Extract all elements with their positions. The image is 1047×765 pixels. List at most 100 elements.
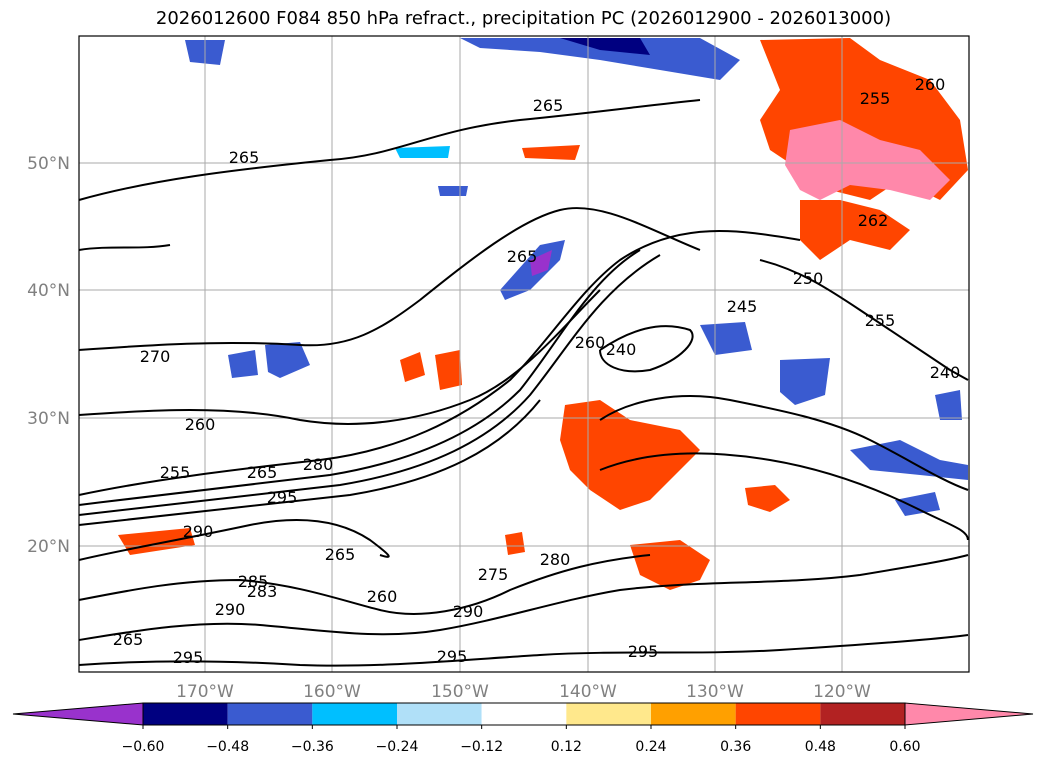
contour-label: 270 <box>140 347 171 366</box>
precip-negative-area <box>530 250 552 276</box>
longitude-label: 120°W <box>813 682 871 702</box>
colorbar-tick-label: 0.12 <box>551 739 582 755</box>
colorbar-outline <box>142 702 906 726</box>
contour-label: 265 <box>247 463 278 482</box>
contour-label: 250 <box>793 269 824 288</box>
contour-label: 265 <box>229 148 260 167</box>
colorbar-tick-label: −0.24 <box>376 739 419 755</box>
contour-line <box>78 519 390 561</box>
colorbar-tick-label: 0.60 <box>889 739 920 755</box>
precip-negative-area <box>895 492 940 516</box>
precip-negative-area <box>780 358 830 405</box>
latitude-label: 30°N <box>27 409 70 429</box>
contour-label: 280 <box>540 550 571 569</box>
contour-label: 255 <box>860 89 891 108</box>
longitude-label: 150°W <box>431 682 489 702</box>
contour-label: 290 <box>183 522 214 541</box>
colorbar-tick-label: −0.36 <box>291 739 334 755</box>
contour-label: 265 <box>325 545 356 564</box>
contour-label: 285 <box>238 572 269 591</box>
longitude-label: 140°W <box>559 682 617 702</box>
contour-line <box>759 259 969 381</box>
precip-negative-area <box>265 342 310 378</box>
precip-positive-area <box>630 540 710 590</box>
contour-label: 265 <box>507 247 538 266</box>
precip-negative-area <box>395 146 450 158</box>
map-frame <box>78 35 970 673</box>
precip-positive-area <box>522 145 580 160</box>
precip-positive-area <box>435 350 462 390</box>
contour-line <box>78 99 701 201</box>
colorbar-tick-label: −0.48 <box>206 739 249 755</box>
contour-label: 265 <box>113 630 144 649</box>
colorbar-segment <box>227 703 313 725</box>
contour-line <box>78 554 969 641</box>
contour-line <box>78 634 969 667</box>
colorbar-segment <box>143 703 228 725</box>
colorbar-segment <box>566 703 651 725</box>
contour-line <box>78 244 171 251</box>
colorbar-segment <box>820 703 905 725</box>
contour-label: 290 <box>453 602 484 621</box>
contour-label: 245 <box>727 297 758 316</box>
longitude-axis: 170°W 160°W 150°W 140°W 130°W 120°W <box>176 682 871 702</box>
precip-negative-area <box>700 322 752 355</box>
contour-line <box>78 249 641 506</box>
latitude-axis: 50°N 40°N 30°N 20°N <box>27 154 70 557</box>
contour-label: 255 <box>160 463 191 482</box>
contour-line <box>78 289 601 425</box>
contour-label: 260 <box>575 333 606 352</box>
map-title: 2026012600 F084 850 hPa refract., precip… <box>155 8 892 29</box>
contour-label: 260 <box>915 75 946 94</box>
contour-label: 240 <box>930 363 961 382</box>
precip-positive-area <box>800 200 910 260</box>
colorbar-segment <box>651 703 736 725</box>
contour-label: 283 <box>247 582 278 601</box>
contour-label: 275 <box>478 565 509 584</box>
contour-label: 260 <box>185 415 216 434</box>
precipitation-shading <box>118 38 968 590</box>
contour-label: 260 <box>367 587 398 606</box>
precip-negative-area <box>935 390 962 420</box>
refractivity-contours <box>78 99 969 667</box>
colorbar-tick-label: 0.36 <box>720 739 751 755</box>
latitude-label: 50°N <box>27 154 70 174</box>
colorbar-tick-label: 0.24 <box>635 739 666 755</box>
precip-negative-area <box>560 38 650 55</box>
precip-positive-area <box>560 400 700 510</box>
contour-label: 295 <box>437 647 468 666</box>
longitude-label: 160°W <box>303 682 361 702</box>
precip-positive-area <box>400 352 425 382</box>
contour-line <box>78 230 801 496</box>
colorbar-segment <box>735 703 821 725</box>
contour-labels: 265 265 265 270 260 255 265 280 295 290 285 265 260 2… <box>113 75 961 667</box>
contour-line <box>78 254 661 516</box>
precip-negative-area <box>438 186 468 196</box>
precip-negative-area <box>460 38 740 80</box>
colorbar-segment <box>312 703 397 725</box>
latitude-label: 20°N <box>27 537 70 557</box>
colorbar-tick-label: −0.12 <box>460 739 503 755</box>
contour-label: 290 <box>215 600 246 619</box>
contour-label: 280 <box>303 455 334 474</box>
longitude-label: 130°W <box>686 682 744 702</box>
colorbar-segment <box>397 703 482 725</box>
colorbar-segment <box>481 703 567 725</box>
precip-positive-area <box>505 532 525 555</box>
latitude-label: 40°N <box>27 281 70 301</box>
contour-line <box>78 207 701 351</box>
precip-positive-area <box>785 120 950 200</box>
contour-line <box>599 395 969 491</box>
colorbar-extend-high <box>904 702 1034 726</box>
contour-line <box>78 554 651 615</box>
contour-label: 265 <box>533 96 564 115</box>
contour-label: 295 <box>267 488 298 507</box>
colorbar: −0.60 −0.48 −0.36 −0.24 −0.12 0.12 0.24 0.36 0.4… <box>12 702 1034 755</box>
longitude-label: 170°W <box>176 682 234 702</box>
contour-line <box>599 325 694 373</box>
precip-positive-area <box>745 485 790 512</box>
colorbar-extend-low <box>12 702 144 726</box>
precip-negative-area <box>228 350 258 378</box>
contour-label: 262 <box>858 211 889 230</box>
